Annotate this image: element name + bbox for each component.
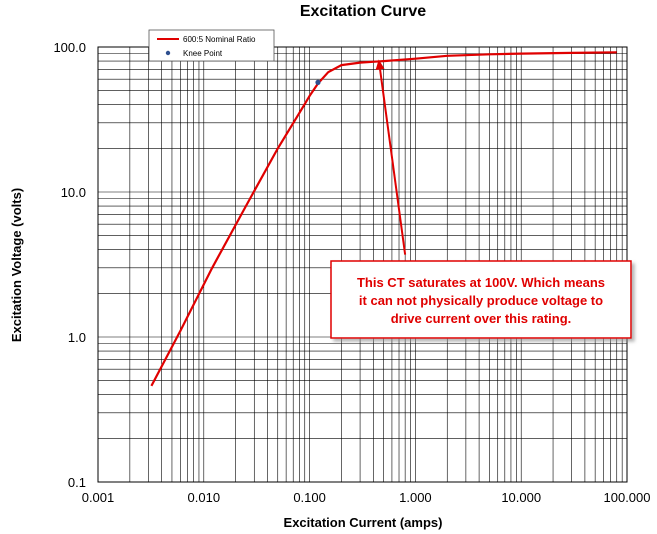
y-tick-labels: 0.1 1.0 10.0 100.0: [53, 40, 86, 490]
legend-label-nominal-ratio: 600:5 Nominal Ratio: [183, 35, 256, 44]
legend: 600:5 Nominal Ratio Knee Point: [149, 30, 274, 61]
x-tick-labels: 0.001 0.010 0.100 1.000 10.000 100.000: [82, 490, 651, 505]
legend-swatch-knee-point: [166, 51, 170, 55]
knee-point-marker: [315, 80, 320, 85]
annotation-line-1: This CT saturates at 100V. Which means: [357, 275, 605, 290]
y-tick-label: 0.1: [68, 475, 86, 490]
y-tick-label: 100.0: [53, 40, 86, 55]
y-tick-label: 10.0: [61, 185, 86, 200]
legend-label-knee-point: Knee Point: [183, 49, 223, 58]
annotation-line-2: it can not physically produce voltage to: [359, 293, 603, 308]
annotation-line-3: drive current over this rating.: [391, 311, 572, 326]
x-tick-label: 10.000: [501, 490, 541, 505]
x-tick-label: 1.000: [399, 490, 432, 505]
x-tick-label: 0.010: [188, 490, 221, 505]
y-tick-label: 1.0: [68, 330, 86, 345]
x-axis-label: Excitation Current (amps): [284, 515, 443, 530]
x-tick-label: 0.100: [293, 490, 326, 505]
chart-title: Excitation Curve: [300, 3, 426, 20]
y-axis-label: Excitation Voltage (volts): [9, 188, 24, 342]
x-tick-label: 100.000: [604, 490, 651, 505]
x-tick-label: 0.001: [82, 490, 115, 505]
